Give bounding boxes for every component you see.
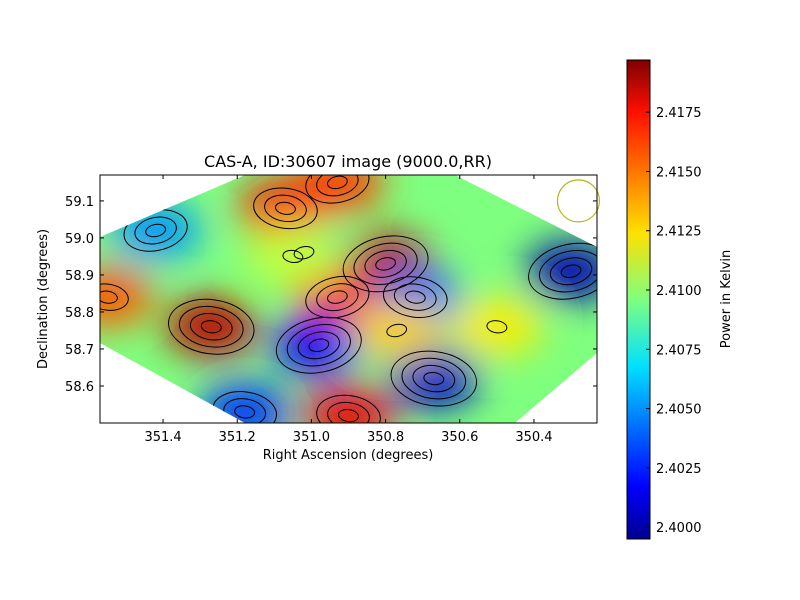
y-tick-label: 58.7: [65, 343, 94, 358]
heatmap-blob: [100, 267, 154, 328]
contour-line: [549, 257, 593, 286]
x-tick-label: 350.8: [367, 430, 404, 445]
contour-line: [286, 324, 351, 367]
contour-line: [393, 283, 437, 311]
contour-line: [264, 194, 307, 223]
contour-lines: [100, 175, 597, 423]
x-tick-label: 350.6: [441, 430, 478, 445]
y-tick-label: 58.6: [65, 380, 94, 395]
contour-line: [308, 338, 330, 352]
contour-line: [305, 175, 370, 204]
heatmap-blob: [525, 241, 597, 302]
y-tick-label: 59.1: [65, 195, 94, 210]
heatmap-blob: [272, 315, 365, 376]
contour-line: [412, 364, 456, 393]
contour-line: [382, 276, 448, 318]
colorbar: 2.4000 2.4025 2.4050 2.4075 2.4100 2.4125 2.41…: [626, 59, 734, 540]
contour-line: [253, 187, 318, 230]
contour-line: [275, 316, 362, 374]
colorbar-label: Power in Kelvin: [719, 250, 734, 348]
plot-frame: [99, 174, 598, 424]
contour-line: [386, 323, 408, 338]
contour-line: [200, 320, 222, 334]
x-tick-label: 351.2: [219, 430, 256, 445]
heatmap-blob: [165, 296, 258, 357]
x-axis-ticks: 351.4 351.2 351.0 350.8 350.6 350.4: [144, 175, 553, 445]
contour-line: [168, 298, 255, 355]
contour-line: [275, 201, 296, 215]
x-tick-label: 351.4: [144, 430, 181, 445]
contour-line: [338, 408, 359, 423]
contour-line: [423, 371, 445, 386]
contour-line: [538, 250, 597, 293]
contour-line: [375, 257, 396, 271]
contour-line: [560, 264, 582, 278]
colorbar-tick-label: 2.4125: [656, 225, 702, 240]
contour-line: [282, 249, 304, 264]
contour-line: [100, 283, 129, 311]
x-tick-label: 351.0: [293, 430, 330, 445]
contour-line: [316, 175, 359, 197]
contour-line: [189, 313, 233, 341]
y-tick-label: 59.0: [65, 232, 94, 247]
contour-line: [297, 331, 341, 360]
contour-line: [100, 290, 118, 304]
contour-line: [234, 405, 256, 419]
heatmap-blob: [450, 296, 543, 357]
heatmap-blob: [291, 175, 384, 213]
colorbar-tick-label: 2.4050: [656, 403, 702, 418]
contour-line: [528, 242, 597, 300]
contour-line: [364, 249, 407, 278]
contour-line: [327, 401, 370, 423]
colorbar-tick-label: 2.4100: [656, 284, 702, 299]
contour-line: [223, 398, 267, 423]
colorbar-ticks: 2.4000 2.4025 2.4050 2.4075 2.4100 2.4125 2.41…: [646, 106, 702, 536]
contour-line: [327, 175, 348, 190]
y-axis-label: Declination (degrees): [36, 229, 51, 369]
chart-title: CAS-A, ID:30607 image (9000.0,RR): [204, 152, 492, 171]
colorbar-tick-label: 2.4025: [656, 462, 702, 477]
contour-line: [293, 246, 315, 260]
beam-circle: [556, 179, 601, 223]
contour-line: [305, 275, 370, 319]
colorbar-gradient: [626, 59, 651, 540]
x-axis-label: Right Ascension (degrees): [263, 448, 434, 463]
contour-line: [178, 305, 244, 348]
heatmap-blob: [198, 381, 291, 423]
contour-line: [404, 290, 426, 304]
contour-line: [316, 394, 381, 423]
heatmap-blobs: [100, 175, 597, 423]
contour-line: [145, 223, 166, 238]
contour-line: [486, 320, 508, 334]
heatmap-plot: 351.4 351.2 351.0 350.8 350.6 350.4 58.658.75…: [65, 174, 601, 445]
heatmap-image: [100, 175, 597, 423]
heatmap-blob: [302, 385, 395, 423]
contour-line: [327, 290, 348, 304]
heatmap-blob: [350, 300, 443, 361]
colorbar-tick-label: 2.4175: [656, 106, 702, 121]
contour-line: [342, 235, 429, 293]
contour-line: [134, 216, 177, 245]
y-tick-label: 58.8: [65, 306, 94, 321]
contour-line: [390, 350, 478, 407]
colorbar-tick-label: 2.4075: [656, 343, 702, 358]
heatmap-blob: [387, 348, 480, 409]
colorbar-tick-label: 2.4000: [656, 521, 702, 536]
heatmap-blob: [246, 226, 339, 287]
y-axis-ticks: 58.6 58.7 58.8 58.9 59.0 59.1: [65, 195, 597, 395]
y-tick-label: 58.9: [65, 269, 94, 284]
contour-line: [401, 357, 467, 400]
x-tick-label: 350.4: [515, 430, 552, 445]
colorbar-tick-label: 2.4150: [656, 165, 702, 180]
contour-line: [316, 283, 359, 312]
